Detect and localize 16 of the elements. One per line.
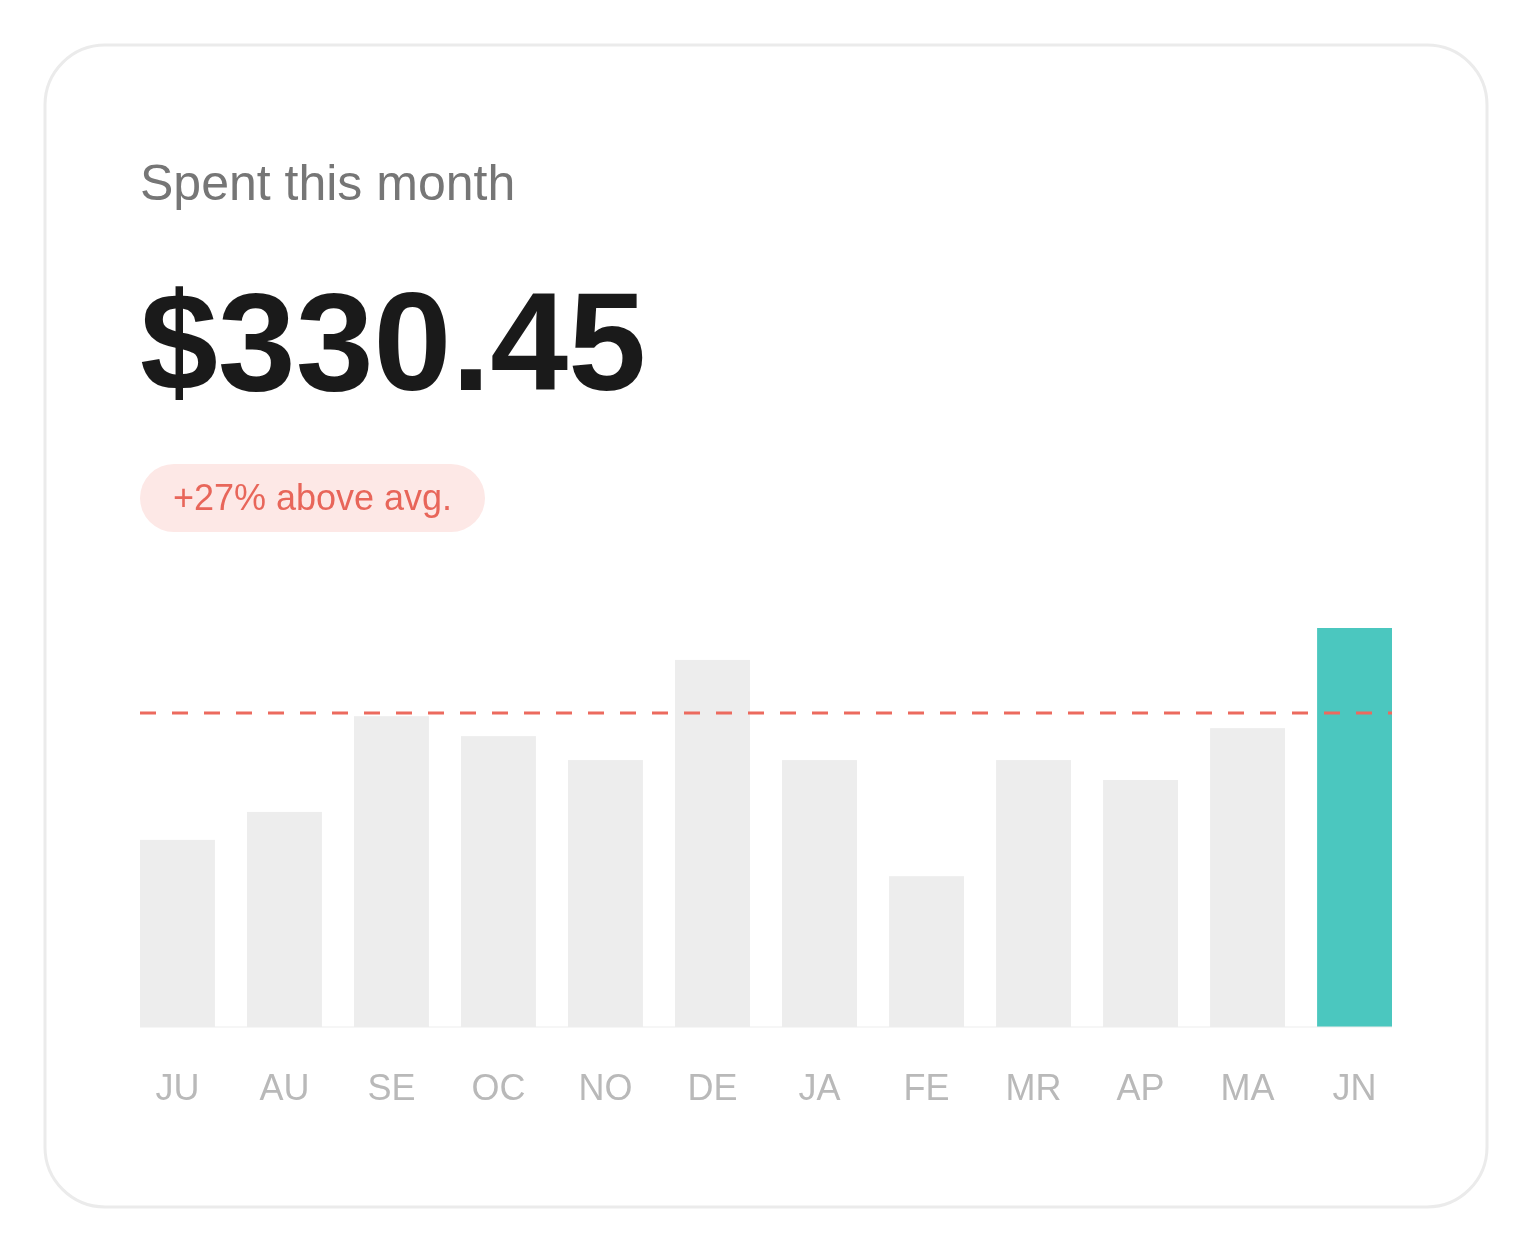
x-tick-label: JU [155,1067,200,1108]
x-tick-label: NO [578,1067,633,1108]
x-tick-label: SE [367,1067,416,1108]
x-tick-label: MA [1220,1067,1275,1108]
bar [1317,628,1392,1027]
x-tick-label: OC [471,1067,526,1108]
x-tick-label: AP [1116,1067,1165,1108]
x-tick-label: DE [687,1067,738,1108]
x-tick-label: MR [1005,1067,1062,1108]
x-tick-label: AU [259,1067,310,1108]
x-tick-label: FE [903,1067,950,1108]
x-tick-label: JN [1332,1067,1377,1108]
text: +27% above avg. [172,477,453,518]
x-tick-label: JA [798,1067,841,1108]
chart-subtitle: $330.45 [140,263,647,420]
chart-title: Spent this month [140,155,516,211]
